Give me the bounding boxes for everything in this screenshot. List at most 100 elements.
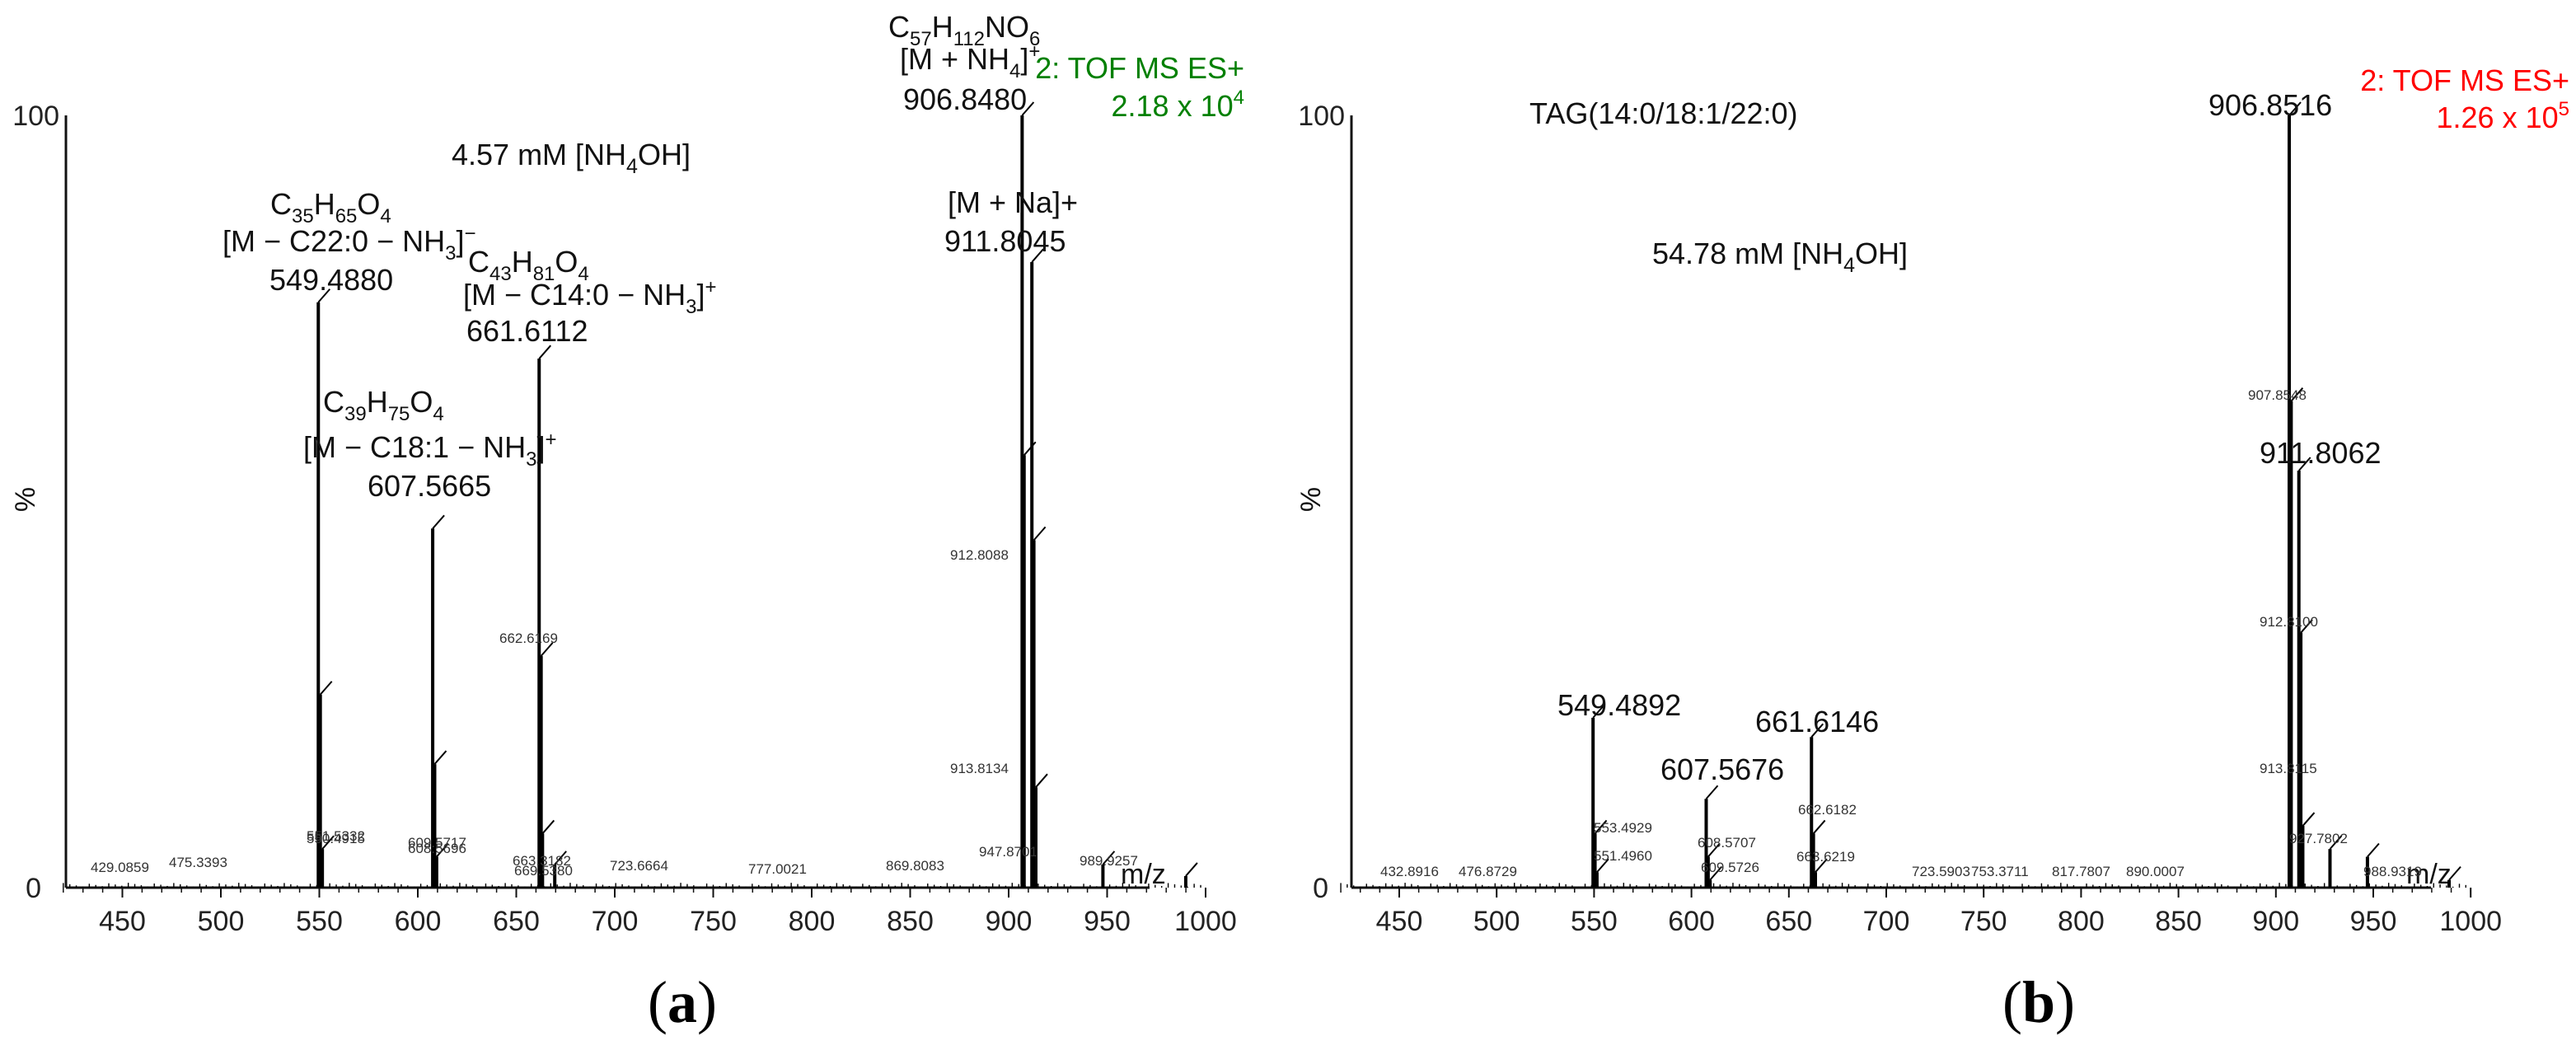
panel-b-peak-minor-label: 553.4929: [1594, 820, 1652, 836]
panel-a-instrument-scale: 2.18 x 10: [1112, 89, 1234, 123]
panel-b-xtick-label: 750: [1960, 906, 2007, 937]
panel-a-ion-906: [M + NH4]+: [900, 40, 1040, 82]
panel-b-xtick-label: 900: [2252, 906, 2299, 937]
panel-b-xtick-label: 850: [2155, 906, 2202, 937]
panel-a-xtick-label: 900: [986, 906, 1033, 937]
panel-b-callout-line: [2300, 619, 2313, 634]
panel-b-mz-661: 661.6146: [1755, 705, 1879, 738]
panel-a-peak-minor-label: 777.0021: [748, 861, 807, 877]
panel-a-formula-661: C43H81O4: [468, 245, 589, 285]
panel-b-callout-line: [1705, 785, 1719, 799]
panel-b-peak-minor-label: 551.4960: [1594, 848, 1652, 864]
panel-b-peak-minor-label: 913.8115: [2260, 761, 2317, 776]
panel-a-xtick-label: 950: [1084, 906, 1131, 937]
panel-b-callout-line: [1707, 842, 1721, 858]
panel-a-callout-line: [1031, 248, 1044, 263]
panel-b-callout-line: [2288, 101, 2302, 116]
panel-a-peak-minor-label: 913.8134: [950, 761, 1009, 776]
panel-b-peak-minor-label: 663.6219: [1796, 849, 1855, 865]
panel-a-peak-minor-label: 663.3182: [513, 853, 571, 869]
panel-a-callout-line: [1033, 526, 1047, 541]
panel-b-xtick-label: 950: [2350, 906, 2397, 937]
panel-b-callouts: [1592, 101, 2461, 881]
panel-a-peak-minor-label: 609.5717: [408, 835, 466, 851]
panel-a-callout-line: [436, 842, 449, 858]
panel-b-peak-minor-label: 912.8100: [2260, 614, 2318, 630]
panel-b-peak-minor-label: 432.8916: [1380, 864, 1439, 879]
panel-a-y-tick-0: 0: [26, 873, 41, 904]
panel-a-xtick-label: 1000: [1174, 906, 1237, 937]
panel-b-callout-line: [2367, 842, 2380, 858]
panel-b-peak-minor-label: 609.5726: [1701, 860, 1759, 875]
panel-b: 100 0 % m/z 450 500 550 600 650 700 750 800 850 9…: [1295, 63, 2569, 1035]
panel-b-label: (b): [2002, 969, 2075, 1035]
panel-b-mz-607: 607.5676: [1660, 752, 1784, 786]
panel-a-xtick-label: 750: [690, 906, 737, 937]
panel-a-ylabel: %: [10, 487, 41, 512]
panel-a-xtick-label: 800: [789, 906, 836, 937]
panel-a-callout-line: [433, 750, 447, 765]
panel-a-callout-line: [1021, 101, 1035, 116]
panel-a-ion-549: [M − C22:0 − NH3]−: [222, 223, 476, 265]
panel-b-peak-minor-label: 476.8729: [1459, 864, 1517, 879]
panel-a-peak-minor-label: 551.5332: [307, 828, 365, 844]
panel-a-peak-minor-label: 475.3393: [169, 855, 227, 870]
panel-b-mz-911: 911.8062: [2260, 436, 2381, 470]
panel-b-xlabel: m/z: [2406, 859, 2452, 890]
panel-a-callout-line: [1023, 441, 1037, 456]
panel-a-callout-line: [319, 681, 333, 696]
panel-b-callout-line: [2290, 387, 2304, 402]
panel-a-xtick-label: 650: [493, 906, 540, 937]
panel-a-mz-661: 661.6112: [466, 314, 588, 348]
panel-a-xtick-label: 450: [99, 906, 146, 937]
panel-a-callout-line: [554, 851, 567, 865]
panel-b-xtick-label: 550: [1571, 906, 1618, 937]
panel-a-bars: [63, 115, 1201, 888]
panel-a-mz-607: 607.5665: [368, 469, 491, 503]
panel-a-xtick-label: 700: [592, 906, 639, 937]
panel-a-callout-line: [1185, 862, 1198, 877]
panel-b-callout-line: [1810, 723, 1824, 738]
panel-b-xtick-label: 450: [1376, 906, 1423, 937]
panel-b-xtick-label: 600: [1668, 906, 1715, 937]
panel-b-instrument-line1: 2: TOF MS ES+: [2360, 63, 2569, 97]
panel-a-callout-line: [321, 835, 335, 850]
panel-a-callout-line: [541, 819, 555, 835]
panel-a-peak-minor-label: 912.8088: [950, 547, 1009, 563]
panel-b-y-tick-100: 100: [1298, 101, 1345, 132]
panel-a-formula-549: C35H65O4: [270, 187, 391, 227]
panel-a-ion-661: [M − C14:0 − NH3]+: [463, 276, 717, 318]
panel-b-instrument-exponent: 5: [2559, 98, 2569, 120]
panel-b-y-tick-0: 0: [1313, 873, 1328, 904]
panel-b-instrument-scale: 1.26 x 10: [2437, 101, 2559, 134]
panel-a-peak-minor-label: 608.5696: [408, 841, 466, 856]
panel-b-peak-minor-label: 907.8548: [2248, 387, 2307, 403]
panel-b-ylabel: %: [1295, 487, 1327, 512]
panel-b-callout-line: [1592, 704, 1605, 719]
panel-a-callouts: [317, 101, 1198, 877]
panel-b-peak-minor-label: 753.3711: [1971, 864, 2029, 879]
panel-b-mz-906: 906.8516: [2208, 88, 2332, 122]
panel-a-mz-911: 911.8045: [944, 224, 1066, 258]
panel-a-xtick-label: 500: [198, 906, 245, 937]
panel-a-peak-minor-label: 669.5380: [514, 863, 573, 879]
panel-a-formula-906: C57H112NO6: [888, 10, 1040, 50]
panel-b-mz-549: 549.4892: [1557, 688, 1681, 722]
panel-a-callout-line: [540, 642, 554, 657]
panel-b-peak-minor-label: 608.5707: [1698, 835, 1756, 851]
panel-b-callout-line: [1815, 858, 1828, 873]
panel-a-label: (a): [648, 969, 717, 1035]
panel-a-callout-line: [432, 514, 445, 529]
panel-a-peak-minor-label: 550.4915: [307, 831, 365, 846]
panel-b-peak-minor-label: 890.0007: [2126, 864, 2185, 879]
panel-b-minor-labels: 432.8916 476.8729 553.4929 551.4960 608.5707…: [1380, 387, 2422, 879]
panel-a-peak-minor-label: 723.6664: [610, 858, 668, 874]
panel-b-title: TAG(14:0/18:1/22:0): [1529, 96, 1798, 130]
panel-b-xtick-label: 800: [2058, 906, 2105, 937]
panel-a-ion-607: [M − C18:1 − NH3]+: [303, 429, 557, 471]
panel-b-bars: [1340, 115, 2466, 888]
panel-a-y-tick-100: 100: [12, 101, 59, 132]
panel-b-callout-line: [1709, 865, 1722, 881]
panel-a-mz-906: 906.8480: [903, 82, 1027, 116]
